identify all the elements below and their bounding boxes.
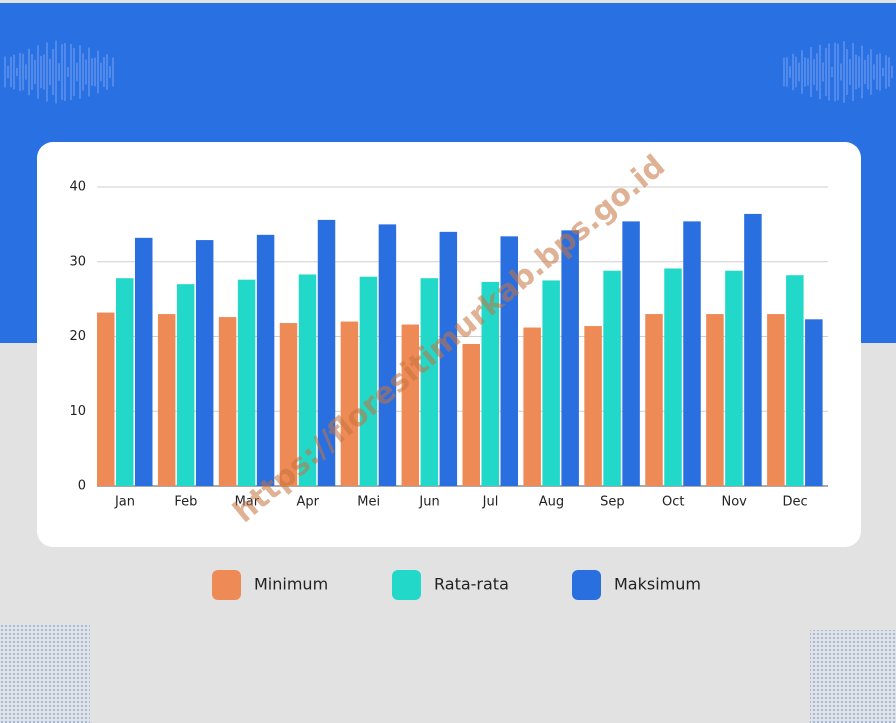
page: 010203040JanFebMarAprMeiJunJulAugSepOctN… [0, 0, 896, 723]
chart: 010203040JanFebMarAprMeiJunJulAugSepOctN… [0, 0, 896, 723]
bar [767, 314, 785, 486]
bar [683, 221, 701, 486]
bar [603, 271, 621, 486]
x-tick-label: Apr [297, 495, 320, 510]
legend-swatch [392, 570, 421, 600]
bar [219, 317, 237, 486]
x-tick-label: Feb [174, 495, 197, 510]
bar [257, 235, 275, 486]
x-tick-label: Jun [418, 495, 439, 510]
x-tick-label: Sep [600, 495, 625, 510]
legend-swatch [572, 570, 601, 600]
legend-label: Minimum [254, 575, 328, 594]
bar [645, 314, 663, 486]
legend-label: Rata-rata [434, 575, 509, 594]
legend: Minimum Rata-rata Maksimum [212, 570, 701, 600]
dot-pattern [810, 630, 896, 723]
bar [805, 319, 823, 486]
bar [158, 314, 176, 486]
bar [542, 280, 560, 486]
bar [725, 271, 743, 486]
y-tick-label: 0 [78, 479, 86, 494]
bar [135, 238, 153, 486]
bar [177, 284, 195, 486]
bar [786, 275, 804, 486]
x-tick-label: Dec [783, 495, 808, 510]
x-tick-label: Oct [662, 495, 684, 510]
bar [622, 221, 640, 486]
bar [116, 278, 134, 486]
bar [523, 328, 541, 486]
x-tick-label: Jan [114, 495, 135, 510]
y-tick-label: 10 [69, 404, 86, 419]
bar [561, 230, 579, 486]
bar [463, 344, 481, 486]
legend-swatch [212, 570, 241, 600]
x-tick-label: Aug [539, 495, 564, 510]
y-tick-label: 30 [69, 254, 86, 269]
bar [706, 314, 724, 486]
dot-pattern [0, 625, 90, 723]
bar [97, 313, 115, 486]
x-tick-label: Jul [482, 495, 499, 510]
bar [379, 224, 397, 486]
y-tick-label: 20 [69, 329, 86, 344]
bar [664, 268, 682, 486]
legend-label: Maksimum [614, 575, 701, 594]
bar [744, 214, 762, 486]
x-tick-label: Mei [357, 495, 380, 510]
y-tick-label: 40 [69, 180, 86, 195]
x-tick-label: Nov [721, 495, 747, 510]
bar [238, 280, 256, 486]
bar [196, 240, 214, 486]
bar [584, 326, 602, 486]
